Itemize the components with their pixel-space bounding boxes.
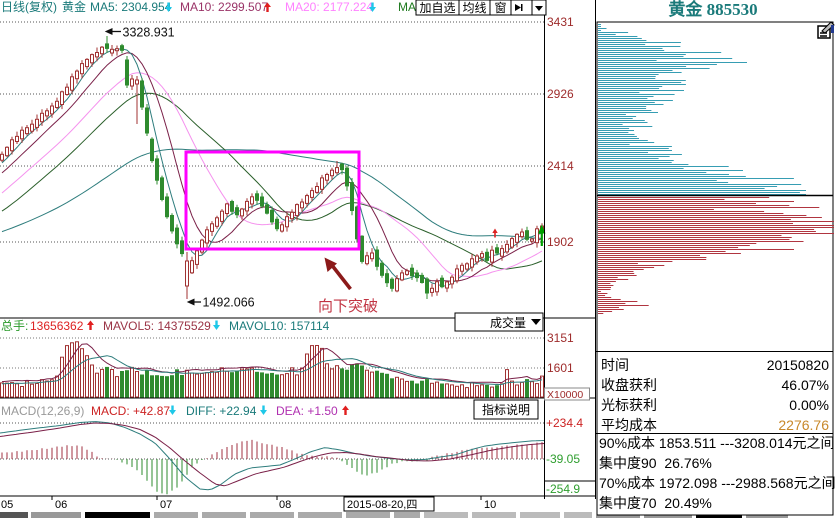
svg-text:DEA: +1.50: DEA: +1.50: [276, 404, 338, 418]
svg-text:MAVOL10: 157114: MAVOL10: 157114: [229, 319, 330, 333]
svg-text:+234.4: +234.4: [546, 416, 583, 430]
svg-text:3328.931: 3328.931: [123, 26, 175, 40]
svg-text:1492.066: 1492.066: [203, 296, 255, 310]
svg-text:黄金 885530: 黄金 885530: [668, 0, 757, 19]
svg-text:总手:: 总手:: [1, 319, 28, 333]
svg-text:X10000: X10000: [547, 389, 583, 401]
svg-text:时间: 时间: [601, 357, 629, 373]
svg-text:平均成本: 平均成本: [601, 417, 657, 433]
svg-text:日线(复权): 日线(复权): [1, 0, 57, 14]
svg-text:成交量: 成交量: [490, 315, 526, 330]
svg-text:黄金: 黄金: [62, 0, 86, 14]
svg-text:收盘获利: 收盘获利: [601, 377, 657, 393]
svg-text:-39.05: -39.05: [546, 452, 580, 466]
svg-text:2276.76: 2276.76: [778, 417, 829, 433]
svg-text:08: 08: [279, 499, 291, 511]
svg-text:集中度70 20.49%: 集中度70 20.49%: [599, 495, 712, 511]
svg-text:MACD(12,26,9): MACD(12,26,9): [1, 404, 84, 418]
svg-text:0.00%: 0.00%: [789, 397, 829, 413]
svg-text:光标获利: 光标获利: [601, 397, 657, 413]
svg-text:DIFF: +22.94: DIFF: +22.94: [186, 404, 257, 418]
svg-text:集中度90 26.76%: 集中度90 26.76%: [599, 455, 712, 471]
svg-text:1601: 1601: [547, 361, 574, 375]
svg-text:2414: 2414: [547, 159, 574, 173]
svg-text:13656362: 13656362: [30, 319, 84, 333]
svg-text:10: 10: [484, 499, 496, 511]
svg-text:加自选: 加自选: [419, 1, 455, 15]
svg-text:3431: 3431: [547, 15, 574, 29]
svg-text:指标说明: 指标说明: [482, 402, 530, 417]
svg-text:窗: 窗: [494, 1, 506, 15]
svg-text:MACD: +42.87: MACD: +42.87: [91, 404, 170, 418]
svg-text:MA20: 2177.224: MA20: 2177.224: [285, 0, 373, 14]
svg-text:MA10: 2299.507: MA10: 2299.507: [180, 0, 268, 14]
svg-text:20150820: 20150820: [767, 357, 830, 373]
svg-text:-254.9: -254.9: [546, 482, 580, 496]
svg-text:向下突破: 向下突破: [318, 298, 378, 315]
svg-text:2926: 2926: [547, 87, 574, 101]
svg-text:06: 06: [55, 499, 67, 511]
svg-text:90%成本 1853.511 ---3208.014元之间: 90%成本 1853.511 ---3208.014元之间: [599, 435, 835, 451]
svg-text:MA5: 2304.954: MA5: 2304.954: [90, 0, 172, 14]
svg-text:MAVOL5: 14375529: MAVOL5: 14375529: [103, 319, 211, 333]
svg-text:70%成本 1972.098 ---2988.568元之间: 70%成本 1972.098 ---2988.568元之间: [599, 475, 835, 491]
svg-text:46.07%: 46.07%: [782, 377, 829, 393]
svg-text:07: 07: [160, 499, 172, 511]
svg-text:1902: 1902: [547, 235, 574, 249]
svg-text:05: 05: [1, 499, 13, 511]
svg-text:3151: 3151: [547, 331, 574, 345]
svg-text:2015-08-20,四: 2015-08-20,四: [347, 499, 417, 511]
svg-text:均线: 均线: [462, 1, 486, 15]
